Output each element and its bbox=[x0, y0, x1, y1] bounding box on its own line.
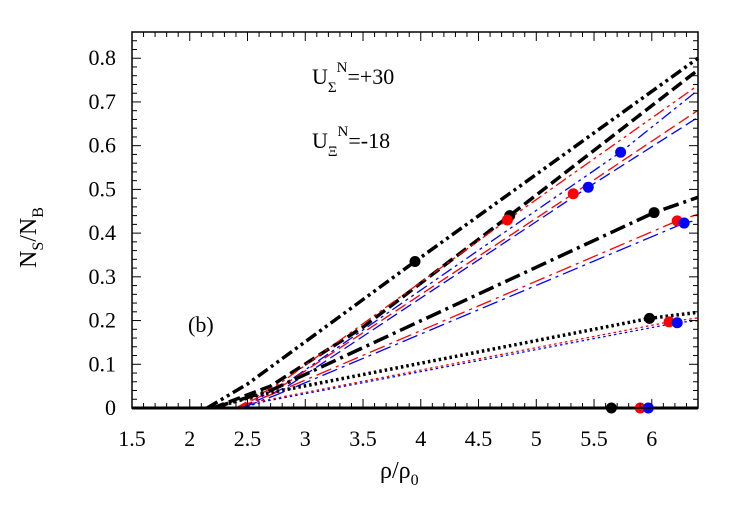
x-tick-label: 1.5 bbox=[118, 426, 146, 451]
y-tick-label: 0.8 bbox=[89, 45, 117, 70]
y-tick-label: 0.1 bbox=[89, 351, 117, 376]
x-tick-label: 2.5 bbox=[234, 426, 262, 451]
marker-red-10 bbox=[663, 316, 675, 328]
y-axis-label: NS/NB bbox=[16, 207, 47, 268]
x-tick-label: 3 bbox=[300, 426, 311, 451]
y-tick-label: 0.3 bbox=[89, 264, 117, 289]
x-tick-label: 5.5 bbox=[580, 426, 608, 451]
series-black-dotted-9 bbox=[212, 310, 699, 410]
x-tick-label: 4 bbox=[415, 426, 426, 451]
series-blue-dash-dot-8 bbox=[241, 219, 699, 409]
x-tick-label: 5 bbox=[531, 426, 542, 451]
marker-black-0 bbox=[409, 256, 421, 268]
x-tick-label: 3.5 bbox=[349, 426, 377, 451]
series-layer bbox=[132, 56, 700, 410]
series-red-dash-dot-7 bbox=[235, 213, 699, 409]
series-red-dash-dot-dot-2 bbox=[235, 84, 699, 409]
series-black-dash-dot-6 bbox=[212, 195, 699, 410]
series-black-dash-dot-dot-0 bbox=[206, 56, 700, 410]
panel-label: (b) bbox=[188, 312, 214, 337]
marker-black-9 bbox=[643, 312, 655, 324]
x-tick-label: 4.5 bbox=[465, 426, 493, 451]
y-tick-label: 0 bbox=[105, 395, 116, 420]
marker-blue-8 bbox=[678, 217, 690, 229]
series-black-dashed-1 bbox=[212, 68, 700, 410]
x-tick-label: 6 bbox=[646, 426, 657, 451]
y-tick-label: 0.2 bbox=[89, 308, 117, 333]
y-tick-label: 0.7 bbox=[89, 89, 117, 114]
annotation-sigma: UΣN=+30 bbox=[312, 60, 394, 96]
tick-layer: 1.5 2 2.5 3 3.5 4 4.5 5 5.5 6 0 0.1 0.2 0.3 0.4 0.5 0.6 0… bbox=[89, 31, 699, 451]
x-axis-label: ρ/ρ0 bbox=[380, 458, 419, 489]
plot-frame bbox=[131, 31, 699, 409]
y-tick-label: 0.5 bbox=[89, 176, 117, 201]
marker-red-2 bbox=[501, 214, 513, 226]
marker-black-6 bbox=[648, 207, 660, 219]
marker-layer bbox=[409, 146, 690, 414]
y-tick-label: 0.6 bbox=[89, 133, 117, 158]
series-blue-dotted-11 bbox=[241, 319, 699, 409]
y-tick-label: 0.4 bbox=[89, 220, 117, 245]
marker-red-3 bbox=[567, 188, 579, 200]
marker-blue-11 bbox=[671, 317, 683, 329]
x-tick-label: 2 bbox=[184, 426, 195, 451]
series-red-dashed-4 bbox=[235, 109, 699, 409]
marker-blue-4 bbox=[582, 181, 594, 193]
marker-blue-5 bbox=[615, 146, 627, 158]
annotation-xi: UΞN=-18 bbox=[312, 124, 390, 160]
